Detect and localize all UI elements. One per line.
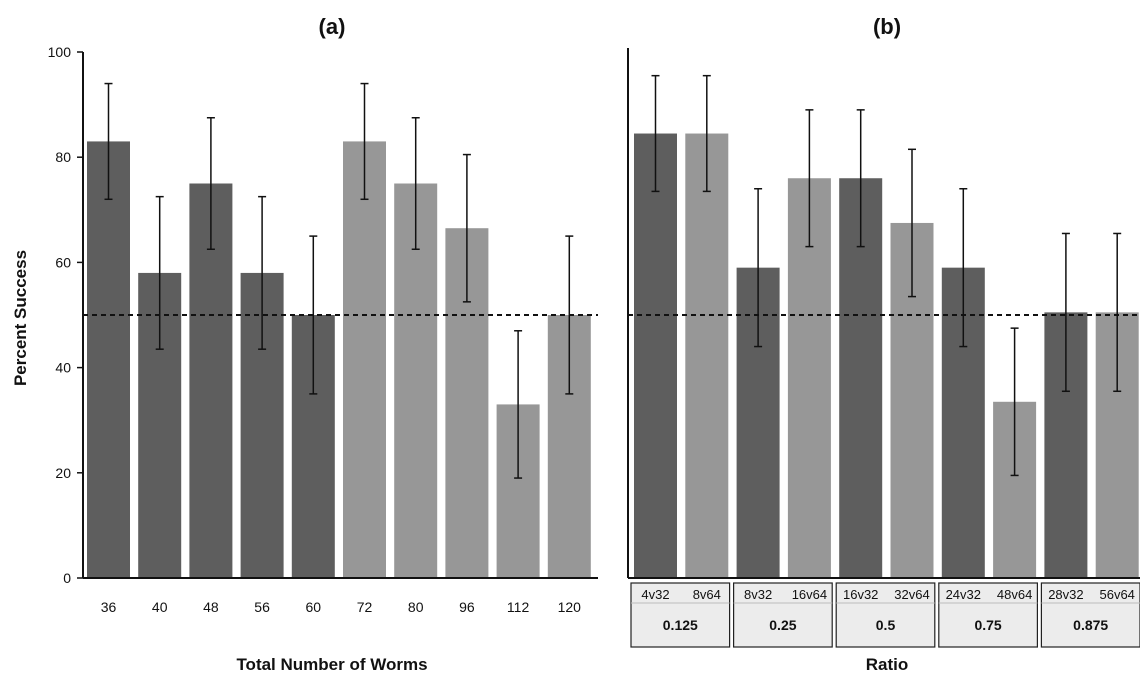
error-bar: [754, 188, 763, 348]
x-tick-label: 40: [152, 599, 168, 615]
x-tick-label: 32v64: [894, 587, 929, 602]
error-bar: [1010, 327, 1019, 477]
panel-a-y-axis-title: Percent Success: [11, 250, 30, 386]
ratio-group-box: 16v32 32v64 0.5: [835, 582, 936, 648]
y-tick-label: 60: [55, 254, 71, 270]
ratio-group-label: 0.875: [1073, 617, 1108, 633]
y-tick-label: 40: [55, 360, 71, 376]
error-bar: [651, 74, 660, 193]
x-tick-label: 48: [203, 599, 219, 615]
ratio-group-box: 4v32 8v64 0.125: [630, 582, 731, 648]
panel-b-bars: [634, 133, 1139, 579]
x-tick-label: 28v32: [1048, 587, 1083, 602]
panel-b-group-boxes: 4v32 8v64 0.125 8v32 16v64 0.25 16v32 32v64 0.5 2…: [630, 582, 1140, 648]
x-tick-label: 56: [254, 599, 270, 615]
panel-b-x-axis-title: Ratio: [866, 655, 909, 674]
panel-a-title: (a): [319, 14, 346, 39]
ratio-group-box: 24v32 48v64 0.75: [938, 582, 1038, 648]
y-tick-label: 0: [63, 570, 71, 586]
panel-b-error-bars: [651, 74, 1122, 477]
ratio-group-label: 0.25: [769, 617, 796, 633]
panel-b: (b) Ratio 4v32 8v64 0.125 8v32 16v64 0.25 16v3…: [627, 14, 1140, 674]
x-tick-label: 56v64: [1099, 587, 1134, 602]
error-bar: [206, 117, 215, 250]
bar: [634, 133, 677, 578]
error-bar: [309, 235, 318, 395]
x-tick-label: 72: [357, 599, 373, 615]
panel-a-bars: [87, 141, 591, 579]
panel-a-x-axis-title: Total Number of Worms: [236, 655, 427, 674]
error-bar: [462, 153, 471, 303]
error-bar: [514, 330, 523, 479]
error-bar: [805, 109, 814, 248]
panel-a-x-tick-labels: 36 40 48 56 60 72 80 96 112 120: [101, 599, 581, 615]
x-tick-label: 16v32: [843, 587, 878, 602]
x-tick-label: 60: [306, 599, 322, 615]
ratio-group-box: 28v32 56v64 0.875: [1040, 582, 1140, 648]
ratio-group-box: 8v32 16v64 0.25: [732, 582, 833, 648]
x-tick-label: 96: [459, 599, 475, 615]
panel-a: (a) Percent Success Total Number of Worm…: [11, 14, 598, 674]
bar: [87, 141, 130, 579]
error-bar: [360, 82, 369, 201]
error-bar: [258, 195, 267, 350]
x-tick-label: 120: [558, 599, 582, 615]
x-tick-label: 8v32: [744, 587, 772, 602]
error-bar: [702, 74, 711, 193]
error-bar: [856, 109, 865, 248]
x-tick-label: 4v32: [641, 587, 669, 602]
x-tick-label: 16v64: [792, 587, 827, 602]
panel-a-y-ticks: 0 20 40 60 80 100: [48, 44, 83, 586]
x-tick-label: 24v32: [946, 587, 981, 602]
ratio-group-label: 0.125: [663, 617, 698, 633]
error-bar: [104, 82, 113, 201]
ratio-group-label: 0.75: [974, 617, 1001, 633]
error-bar: [908, 148, 916, 298]
x-tick-label: 8v64: [693, 587, 721, 602]
bar: [343, 141, 386, 579]
error-bar: [1061, 232, 1070, 393]
x-tick-label: 112: [507, 599, 530, 615]
y-tick-label: 80: [55, 149, 71, 165]
error-bar: [959, 188, 968, 348]
y-tick-label: 100: [48, 44, 72, 60]
ratio-group-label: 0.5: [876, 617, 896, 633]
bar: [685, 133, 729, 578]
x-tick-label: 48v64: [997, 587, 1032, 602]
panel-b-title: (b): [873, 14, 901, 39]
error-bar: [411, 117, 420, 250]
error-bar: [1113, 232, 1122, 393]
y-tick-label: 20: [55, 465, 71, 481]
error-bar: [155, 195, 164, 350]
x-tick-label: 36: [101, 599, 117, 615]
x-tick-label: 80: [408, 599, 424, 615]
